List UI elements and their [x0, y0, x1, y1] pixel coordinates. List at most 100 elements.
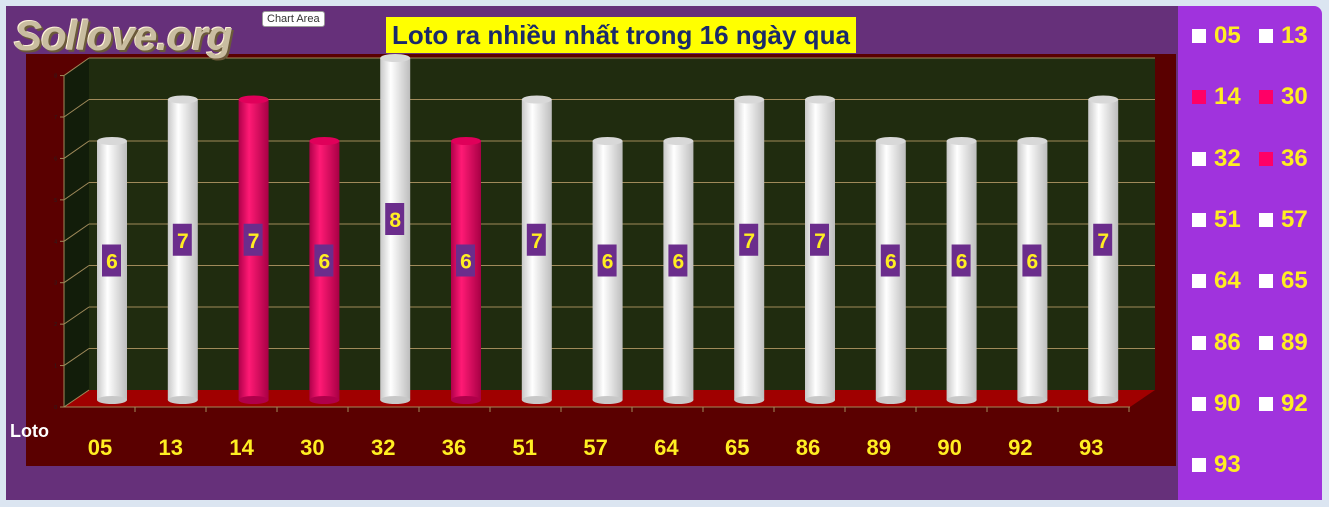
bar-top	[663, 137, 694, 145]
bar-top	[946, 137, 977, 145]
logo: Sollove.org	[14, 12, 233, 59]
x-tick-label: 65	[725, 435, 749, 460]
data-label-bg	[810, 223, 829, 256]
legend-label: 89	[1281, 328, 1308, 356]
bar-top	[875, 137, 906, 145]
legend-swatch	[1259, 212, 1273, 227]
x-axis-label: Loto	[10, 421, 49, 441]
y-tick-label: 2	[54, 322, 57, 328]
bar-base	[521, 396, 552, 404]
bar-base	[1088, 396, 1119, 404]
gridline-side	[63, 99, 90, 118]
data-label: 7	[743, 230, 755, 253]
chart-title: Loto ra nhiều nhất trong 16 ngày qua	[386, 17, 856, 53]
legend-item-14: 14	[1192, 83, 1241, 111]
data-label: 6	[460, 251, 472, 274]
y-tick-label: 0	[54, 405, 57, 411]
legend-item-30: 30	[1259, 83, 1308, 111]
bar-base	[592, 396, 623, 404]
y-tick-label: 7	[54, 115, 57, 121]
legend-label: 14	[1214, 83, 1241, 111]
gridline-side	[63, 223, 90, 242]
x-tick-label: 05	[88, 435, 112, 460]
data-label-bg	[880, 244, 900, 277]
bar-base	[946, 396, 977, 404]
x-tick-label: 86	[796, 435, 820, 460]
x-tick-label: 64	[654, 435, 679, 460]
bar-base	[451, 396, 481, 404]
legend-label: 92	[1281, 389, 1308, 417]
legend-item-57: 57	[1259, 206, 1308, 234]
legend-swatch	[1259, 151, 1273, 166]
x-tick-label: 93	[1079, 435, 1103, 460]
legend-item-86: 86	[1192, 329, 1241, 357]
x-tick-label: 92	[1008, 435, 1032, 460]
gridline-side	[63, 57, 90, 76]
bar-base	[97, 396, 127, 404]
data-label: 6	[319, 251, 331, 274]
legend-item-65: 65	[1259, 267, 1308, 295]
legend-swatch	[1192, 212, 1206, 227]
data-label: 6	[673, 251, 685, 274]
legend-swatch	[1192, 90, 1206, 105]
data-label: 7	[1097, 230, 1109, 253]
data-label: 7	[177, 230, 189, 253]
bar-top	[592, 137, 623, 145]
data-label-bg	[526, 223, 546, 256]
legend-swatch	[1259, 274, 1273, 289]
data-label: 7	[814, 230, 826, 253]
legend-swatch	[1192, 458, 1206, 473]
x-tick-label: 32	[371, 435, 395, 460]
bar-base	[167, 396, 198, 404]
y-tick-label: 6	[54, 156, 57, 162]
legend-swatch	[1192, 29, 1206, 43]
bar-base	[380, 396, 411, 404]
legend-label: 57	[1281, 205, 1308, 233]
legend-item-13: 13	[1259, 22, 1308, 50]
x-tick-label: 14	[229, 435, 254, 460]
data-label-bg	[102, 244, 121, 277]
data-label-bg	[951, 244, 971, 277]
legend-label: 05	[1214, 22, 1241, 49]
legend-item-32: 32	[1192, 145, 1241, 173]
bar-base	[805, 396, 835, 404]
legend-label: 93	[1214, 451, 1241, 479]
bar-base	[663, 396, 694, 404]
legend-swatch	[1192, 396, 1206, 411]
y-tick-label: 5	[54, 198, 57, 204]
data-label: 6	[106, 251, 118, 274]
bar-top	[380, 54, 411, 62]
bar-base	[734, 396, 765, 404]
legend-swatch	[1259, 396, 1273, 411]
bar-top	[521, 95, 552, 104]
data-label: 6	[885, 251, 897, 274]
bar-top	[1017, 137, 1048, 145]
legend-item-89: 89	[1259, 329, 1308, 357]
gridline-side	[63, 348, 90, 366]
bar-base	[1017, 396, 1048, 404]
bar-base	[309, 396, 340, 404]
data-label: 8	[389, 209, 401, 232]
legend-label: 65	[1281, 267, 1308, 295]
legend-item-51: 51	[1192, 206, 1241, 234]
data-label: 6	[956, 251, 968, 274]
chart-area-tooltip: Chart Area	[262, 11, 325, 27]
x-tick-label: 36	[442, 435, 466, 460]
y-tick-label: 1	[54, 364, 57, 370]
legend-label: 51	[1214, 205, 1241, 233]
x-tick-label: 89	[867, 435, 891, 460]
x-tick-label: 51	[513, 435, 537, 460]
x-tick-label: 30	[300, 435, 324, 460]
data-label-bg	[456, 244, 475, 277]
legend-label: 64	[1214, 267, 1241, 295]
bar-base	[238, 396, 269, 404]
bar-top	[805, 95, 835, 104]
data-label: 6	[602, 251, 614, 274]
gridline-side	[63, 389, 90, 408]
x-tick-label: 13	[159, 435, 183, 460]
legend-item-36: 36	[1259, 145, 1308, 173]
legend-label: 36	[1281, 144, 1308, 172]
bar-top	[167, 95, 198, 104]
gridline-side	[63, 182, 90, 201]
